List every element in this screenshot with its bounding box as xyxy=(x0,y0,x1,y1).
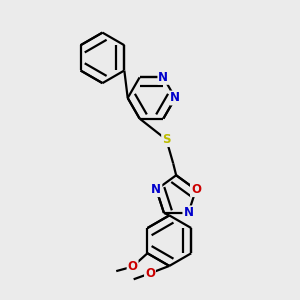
Text: N: N xyxy=(183,206,194,219)
Text: O: O xyxy=(145,267,155,280)
Text: O: O xyxy=(128,260,138,273)
Text: N: N xyxy=(158,71,168,84)
Text: N: N xyxy=(152,183,161,196)
Text: S: S xyxy=(162,133,171,146)
Text: N: N xyxy=(170,92,180,104)
Text: O: O xyxy=(191,183,201,196)
